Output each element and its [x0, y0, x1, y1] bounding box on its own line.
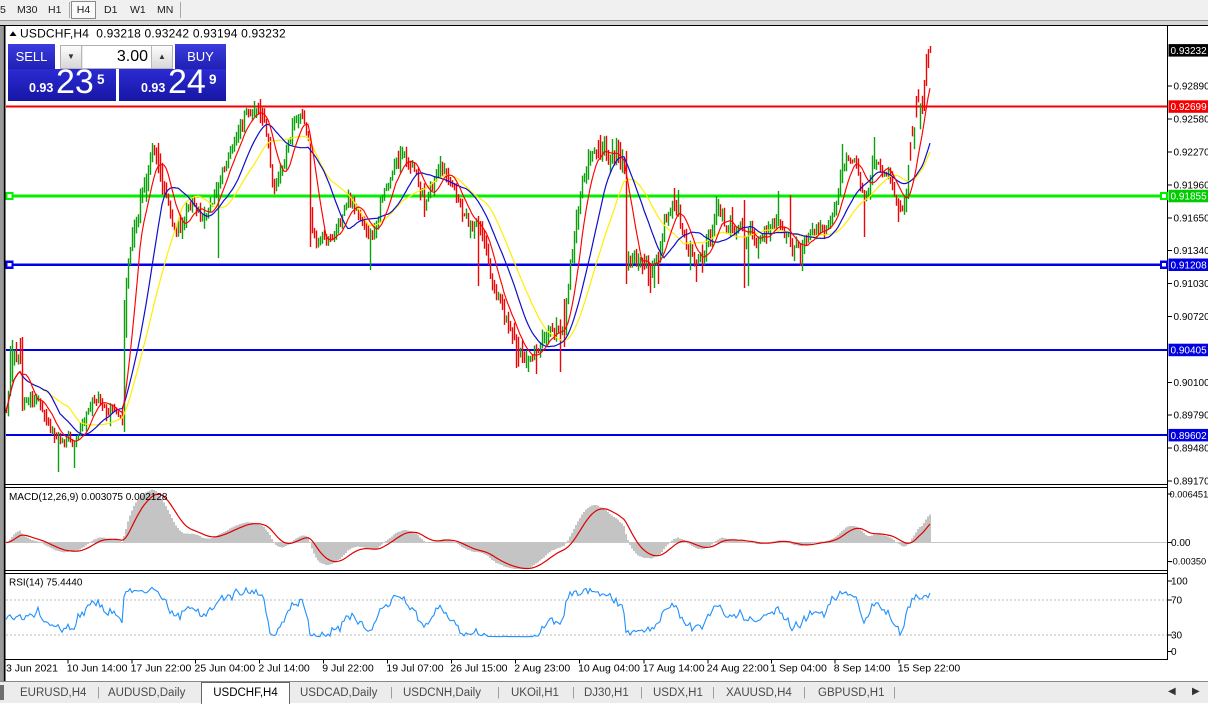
- svg-text:0.91960: 0.91960: [1174, 180, 1208, 191]
- svg-text:10 Jun 14:00: 10 Jun 14:00: [67, 663, 128, 675]
- svg-text:17 Aug 14:00: 17 Aug 14:00: [643, 663, 705, 675]
- svg-text:0.92270: 0.92270: [1174, 148, 1208, 159]
- svg-text:1 Sep 04:00: 1 Sep 04:00: [770, 663, 827, 675]
- svg-text:9 Jul 22:00: 9 Jul 22:00: [322, 663, 374, 675]
- svg-text:0.91030: 0.91030: [1174, 279, 1208, 290]
- svg-text:0.91855: 0.91855: [1171, 192, 1208, 203]
- svg-text:0.92580: 0.92580: [1174, 115, 1208, 126]
- svg-text:100: 100: [1171, 577, 1188, 588]
- svg-text:USDCHF,H4 0.93218 0.93242 0.9: USDCHF,H4 0.93218 0.93242 0.93194 0.9323…: [20, 27, 286, 41]
- svg-text:2 Aug 23:00: 2 Aug 23:00: [514, 663, 570, 675]
- svg-text:0.89790: 0.89790: [1174, 411, 1208, 422]
- svg-text:10 Aug 04:00: 10 Aug 04:00: [578, 663, 640, 675]
- svg-text:3 Jun 2021: 3 Jun 2021: [6, 663, 58, 675]
- svg-text:0.89602: 0.89602: [1171, 431, 1208, 442]
- svg-text:0.93232: 0.93232: [1171, 46, 1208, 57]
- svg-text:0.91650: 0.91650: [1174, 213, 1208, 224]
- svg-text:0.89170: 0.89170: [1174, 476, 1208, 487]
- svg-text:0.91340: 0.91340: [1174, 246, 1208, 257]
- svg-text:-0.00350: -0.00350: [1170, 557, 1207, 567]
- svg-text:19 Jul 07:00: 19 Jul 07:00: [386, 663, 443, 675]
- svg-text:24 Aug 22:00: 24 Aug 22:00: [707, 663, 769, 675]
- svg-text:30: 30: [1171, 631, 1183, 642]
- svg-text:0: 0: [1171, 647, 1177, 658]
- svg-text:0.92890: 0.92890: [1174, 82, 1208, 93]
- svg-text:2 Jul 14:00: 2 Jul 14:00: [258, 663, 310, 675]
- svg-text:MACD(12,26,9) 0.003075 0.00212: MACD(12,26,9) 0.003075 0.002128: [9, 492, 168, 503]
- svg-text:0.90100: 0.90100: [1174, 378, 1208, 389]
- svg-text:0.90720: 0.90720: [1174, 312, 1208, 323]
- svg-text:0.90405: 0.90405: [1171, 346, 1208, 357]
- svg-text:0.006451: 0.006451: [1170, 489, 1208, 499]
- svg-text:15 Sep 22:00: 15 Sep 22:00: [898, 663, 961, 675]
- svg-text:8 Sep 14:00: 8 Sep 14:00: [834, 663, 891, 675]
- svg-text:17 Jun 22:00: 17 Jun 22:00: [131, 663, 192, 675]
- svg-text:0.89480: 0.89480: [1174, 444, 1208, 455]
- svg-text:RSI(14) 75.4440: RSI(14) 75.4440: [9, 578, 83, 589]
- svg-text:70: 70: [1171, 596, 1183, 607]
- svg-text:0.91208: 0.91208: [1171, 260, 1208, 271]
- svg-text:0.00: 0.00: [1171, 538, 1191, 549]
- svg-text:26 Jul 15:00: 26 Jul 15:00: [450, 663, 507, 675]
- svg-text:25 Jun 04:00: 25 Jun 04:00: [195, 663, 256, 675]
- svg-text:0.92699: 0.92699: [1171, 102, 1208, 113]
